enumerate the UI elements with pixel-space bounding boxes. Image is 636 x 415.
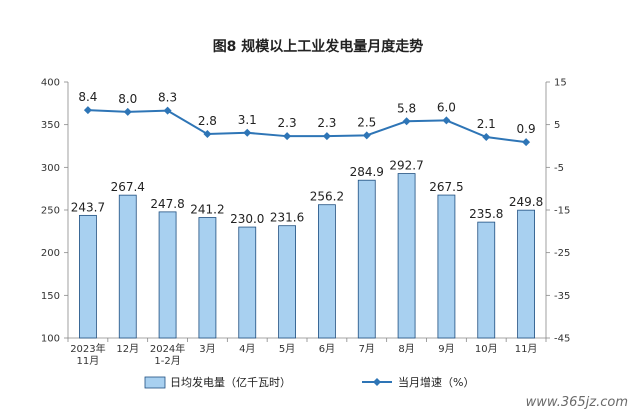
bar-value-label: 284.9 (350, 165, 384, 179)
growth-point (402, 117, 411, 126)
bar (158, 211, 177, 339)
growth-value-label: 0.9 (517, 122, 536, 136)
right-tick-label: 15 (554, 78, 567, 89)
bar-value-label: 241.2 (190, 203, 224, 217)
growth-value-label: 2.5 (357, 115, 376, 129)
left-tick-label: 350 (41, 120, 60, 131)
legend: 日均发电量（亿千瓦时） 当月增速（%） (144, 375, 474, 389)
axes (64, 81, 550, 342)
watermark: www.365jz.com (526, 395, 628, 410)
growth-point (123, 107, 132, 116)
growth-point (322, 132, 331, 141)
growth-line-path (87, 109, 527, 144)
left-tick-label: 250 (41, 206, 60, 217)
x-tick-label: 8月 (398, 343, 414, 355)
bars (79, 173, 535, 339)
growth-point (203, 130, 212, 139)
growth-point (163, 106, 172, 115)
bar (198, 217, 217, 339)
bar (397, 173, 416, 339)
growth-point (283, 132, 292, 141)
legend-line-label: 当月增速（%） (398, 375, 474, 389)
legend-bar-swatch (144, 376, 166, 389)
bar (437, 194, 456, 339)
x-tick-label: 6月 (319, 343, 335, 355)
x-tick-label: 2024年 1-2月 (150, 342, 185, 367)
x-tick-label: 5月 (279, 343, 295, 355)
growth-value-label: 5.8 (397, 101, 416, 115)
data-labels: 243.7 267.4 247.8 241.2 230.0 231.6 256.2 284.9… (71, 90, 544, 226)
chart-title: 图8 规模以上工业发电量月度走势 (213, 38, 424, 55)
growth-value-label: 8.3 (158, 91, 177, 105)
growth-value-label: 8.4 (78, 90, 97, 104)
growth-point (243, 128, 252, 137)
bar-value-label: 247.8 (150, 197, 184, 211)
x-tick-label: 2023年 11月 (70, 342, 105, 367)
x-tick-label: 11月 (515, 343, 538, 355)
right-tick-label: 5 (554, 120, 560, 131)
bar-value-label: 243.7 (71, 200, 105, 214)
growth-point (522, 138, 531, 147)
right-tick-label: -45 (554, 334, 570, 345)
growth-value-label: 2.8 (198, 114, 217, 128)
bar (477, 221, 496, 339)
growth-point (362, 131, 371, 140)
x-tick-label: 10月 (475, 343, 498, 355)
right-tick-label: -35 (554, 291, 570, 302)
legend-bar-label: 日均发电量（亿千瓦时） (170, 375, 291, 389)
growth-value-label: 2.3 (278, 116, 297, 130)
left-tick-label: 200 (41, 248, 60, 259)
bar (118, 194, 137, 339)
bar-value-label: 292.7 (389, 159, 423, 173)
x-tick-label: 3月 (199, 343, 215, 355)
growth-line (83, 106, 531, 147)
x-tick-label: 7月 (359, 343, 375, 355)
legend-line-marker (373, 378, 381, 386)
bar (517, 209, 535, 339)
left-tick-label: 100 (41, 334, 60, 345)
bar-value-label: 235.8 (469, 207, 503, 221)
x-tick-labels: 2023年 11月 12月 2024年 1-2月 3月 4月 5月 6月 7月 8月 9月 10月 11月 (70, 342, 537, 367)
x-tick-label: 12月 (116, 343, 139, 355)
bar (318, 204, 336, 339)
bar-value-label: 231.6 (270, 211, 304, 225)
bar-value-label: 267.5 (429, 180, 463, 194)
left-tick-label: 150 (41, 291, 60, 302)
left-tick-label: 300 (41, 163, 60, 174)
growth-point (482, 133, 491, 142)
bar-value-label: 249.8 (509, 195, 543, 209)
growth-value-label: 2.1 (477, 117, 496, 131)
x-tick-label: 4月 (239, 343, 255, 355)
right-tick-label: -15 (554, 206, 570, 217)
y-tick-labels: 400 350 300 250 200 150 100 15 5 -5 -15 -25 -35 -45 (41, 78, 570, 345)
growth-value-label: 8.0 (118, 92, 137, 106)
x-tick-label: 9月 (438, 343, 454, 355)
growth-value-label: 6.0 (437, 100, 456, 114)
bar-value-label: 256.2 (310, 190, 344, 204)
bar (278, 225, 296, 339)
left-tick-label: 400 (41, 78, 60, 89)
bar-value-label: 267.4 (111, 180, 145, 194)
growth-value-label: 3.1 (238, 113, 257, 127)
right-tick-label: -5 (554, 163, 564, 174)
growth-point (83, 106, 92, 115)
growth-point (442, 116, 451, 125)
bar-value-label: 230.0 (230, 212, 264, 226)
bar (79, 214, 97, 339)
bar (238, 226, 257, 339)
growth-value-label: 2.3 (317, 116, 336, 130)
right-tick-label: -25 (554, 248, 570, 259)
bar (357, 179, 376, 339)
